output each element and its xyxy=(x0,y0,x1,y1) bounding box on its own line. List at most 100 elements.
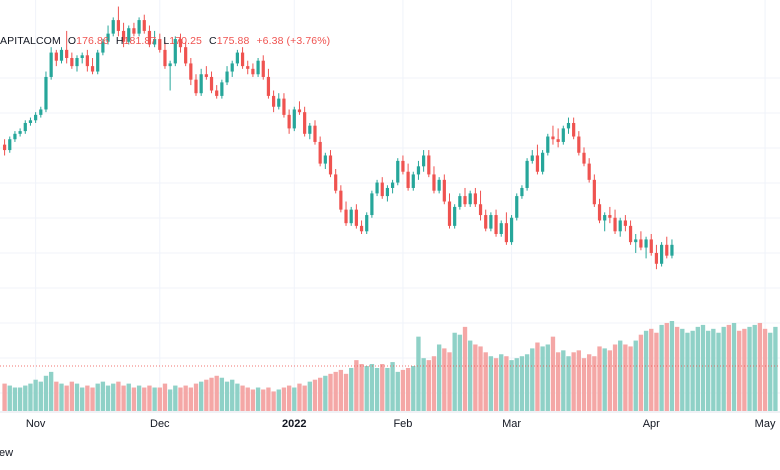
candle-body xyxy=(153,39,157,45)
volume-bar xyxy=(524,354,530,411)
volume-bar xyxy=(333,371,338,411)
volume-bar xyxy=(349,367,354,411)
time-axis-label: Feb xyxy=(393,418,412,430)
candle-body xyxy=(90,66,95,72)
volume-bar xyxy=(380,364,385,411)
volume-bar xyxy=(235,383,240,411)
candle-body xyxy=(380,182,384,197)
volume-bar xyxy=(390,362,395,411)
volume-bar xyxy=(147,385,152,411)
volume-bar xyxy=(716,332,721,411)
time-axis-label: Apr xyxy=(643,418,660,430)
candle-body xyxy=(261,60,265,77)
candle-body xyxy=(566,122,571,129)
candle-body xyxy=(442,179,446,202)
candle-body xyxy=(297,109,302,113)
candle-body xyxy=(582,152,586,164)
volume-bar xyxy=(690,330,695,411)
volume-bar xyxy=(142,387,147,411)
low-value: 170.25 xyxy=(169,35,202,47)
volume-bar xyxy=(731,322,737,411)
volume-bar xyxy=(457,334,463,411)
volume-bar xyxy=(209,377,214,411)
volume-bar xyxy=(499,354,504,411)
candle-body xyxy=(530,155,534,161)
candle-body xyxy=(437,179,441,191)
candle-body xyxy=(458,196,462,207)
candle-body xyxy=(266,76,271,96)
candle-body xyxy=(587,163,591,180)
volume-bar xyxy=(405,367,411,411)
candle-body xyxy=(13,133,17,140)
volume-bar xyxy=(7,385,12,411)
candle-body xyxy=(303,112,307,134)
candle-body xyxy=(308,125,312,134)
volume-bar xyxy=(193,383,199,411)
candle-body xyxy=(184,47,188,64)
volume-bar xyxy=(48,371,54,411)
candle-body xyxy=(484,215,488,229)
candle-body xyxy=(499,223,503,234)
candle-body xyxy=(70,58,74,67)
candle-body xyxy=(422,155,426,167)
volume-bar xyxy=(95,383,100,411)
candle-body xyxy=(411,174,415,188)
candle-body xyxy=(509,217,514,243)
volume-bar xyxy=(111,383,116,411)
volume-bar xyxy=(742,328,747,411)
change-value: +6.38 (+3.76%) xyxy=(256,35,331,47)
footer-text: ew xyxy=(0,447,14,459)
volume-bar xyxy=(581,358,587,411)
candle-body xyxy=(525,160,529,188)
volume-bar xyxy=(105,385,111,411)
volume-bar xyxy=(69,381,75,411)
candle-body xyxy=(80,55,84,58)
volume-bar xyxy=(555,352,561,411)
volume-bar xyxy=(59,383,64,411)
volume-bar xyxy=(385,367,390,411)
volume-bar xyxy=(623,344,628,411)
candle-body xyxy=(665,244,669,256)
volume-bar xyxy=(504,356,509,411)
candle-body xyxy=(147,30,152,45)
candle-body xyxy=(235,52,239,64)
candle-body xyxy=(504,223,509,243)
volume-bar xyxy=(705,330,711,411)
candle-body xyxy=(59,49,64,61)
volume-bar xyxy=(416,336,421,411)
volume-bar xyxy=(768,332,773,411)
volume-bar xyxy=(12,387,18,411)
volume-bar xyxy=(369,364,375,411)
volume-bar xyxy=(261,389,266,411)
volume-bar xyxy=(307,381,312,411)
volume-bar xyxy=(431,356,437,411)
volume-bar xyxy=(545,344,550,411)
volume-bar xyxy=(286,385,292,411)
volume-bar xyxy=(38,381,43,411)
candle-body xyxy=(194,79,198,94)
volume-bar xyxy=(328,373,333,411)
volume-bar xyxy=(271,391,276,411)
volume-bar xyxy=(452,332,457,411)
candle-body xyxy=(628,225,633,243)
volume-bar xyxy=(364,366,369,411)
volume-bar xyxy=(64,385,69,411)
candle-body xyxy=(287,114,291,129)
volume-bar xyxy=(592,356,597,411)
volume-bar xyxy=(317,377,323,411)
volume-bar xyxy=(126,383,131,411)
candle-body xyxy=(251,68,255,75)
volume-bar xyxy=(483,352,488,411)
candle-body xyxy=(313,125,317,142)
candle-body xyxy=(613,217,617,232)
candle-body xyxy=(473,193,477,205)
volume-bar xyxy=(131,387,137,411)
volume-bars xyxy=(2,321,778,411)
volume-bar xyxy=(395,371,400,411)
close-value: 175.88 xyxy=(216,35,250,47)
candle-body xyxy=(551,136,555,140)
candle-body xyxy=(2,144,7,151)
volume-bar xyxy=(54,381,59,411)
volume-bar xyxy=(426,360,431,411)
